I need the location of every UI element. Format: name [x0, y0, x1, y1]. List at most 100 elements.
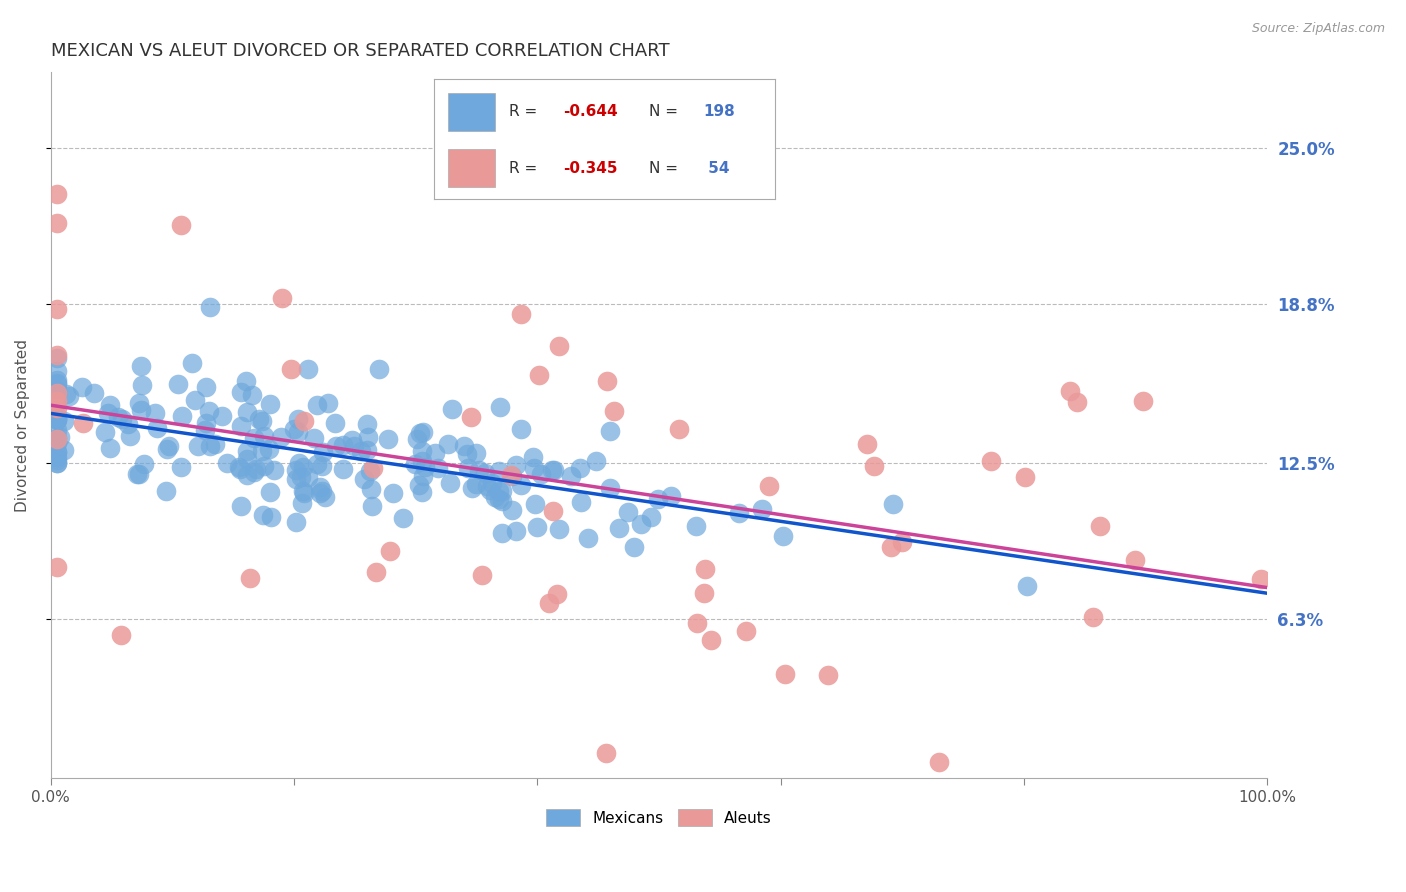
Point	[302, 431, 325, 445]
Point	[501, 469, 523, 483]
Point	[243, 431, 266, 445]
Point	[489, 401, 512, 415]
Point	[880, 540, 903, 554]
Point	[491, 494, 513, 508]
Point	[343, 439, 366, 453]
Point	[45, 216, 67, 230]
Point	[510, 478, 533, 492]
Point	[45, 364, 67, 378]
Point	[734, 624, 756, 638]
Point	[342, 433, 364, 447]
Point	[602, 404, 624, 418]
Point	[45, 394, 67, 409]
Point	[52, 442, 75, 457]
Point	[45, 351, 67, 365]
Point	[481, 475, 503, 490]
Point	[758, 479, 780, 493]
Point	[359, 464, 381, 478]
Point	[204, 437, 226, 451]
Point	[882, 497, 904, 511]
Point	[530, 467, 553, 482]
Point	[111, 411, 134, 425]
Point	[464, 446, 486, 460]
Point	[253, 429, 276, 443]
Point	[368, 362, 391, 376]
Point	[510, 422, 533, 436]
Point	[45, 377, 67, 392]
Point	[773, 667, 796, 681]
Point	[527, 368, 550, 383]
Point	[599, 424, 621, 438]
Point	[464, 477, 486, 491]
Point	[523, 461, 546, 475]
Point	[408, 478, 430, 492]
Point	[1123, 553, 1146, 567]
Point	[45, 413, 67, 427]
Point	[980, 453, 1002, 467]
Point	[457, 460, 479, 475]
Point	[236, 452, 259, 467]
Point	[252, 414, 274, 428]
Point	[1132, 393, 1154, 408]
Point	[491, 483, 513, 498]
Point	[547, 338, 569, 352]
Point	[229, 418, 252, 433]
Point	[406, 432, 429, 446]
Point	[1059, 384, 1081, 398]
Point	[239, 571, 262, 585]
Point	[366, 565, 388, 579]
Point	[45, 383, 67, 397]
Point	[72, 380, 94, 394]
Point	[863, 458, 886, 473]
Point	[45, 187, 67, 202]
Point	[250, 443, 273, 458]
Point	[441, 402, 464, 417]
Point	[229, 384, 252, 399]
Point	[288, 456, 311, 470]
Point	[309, 480, 332, 494]
Point	[411, 485, 433, 500]
Point	[45, 456, 67, 470]
Point	[350, 443, 373, 458]
Point	[332, 462, 354, 476]
Point	[467, 462, 489, 476]
Point	[198, 404, 221, 418]
Point	[45, 444, 67, 458]
Point	[45, 385, 67, 400]
Point	[45, 387, 67, 401]
Point	[52, 414, 75, 428]
Point	[523, 497, 546, 511]
Point	[45, 456, 67, 470]
Point	[640, 510, 662, 524]
Point	[685, 518, 707, 533]
Point	[439, 476, 461, 491]
Point	[290, 469, 312, 483]
Text: MEXICAN VS ALEUT DIVORCED OR SEPARATED CORRELATION CHART: MEXICAN VS ALEUT DIVORCED OR SEPARATED C…	[51, 42, 669, 60]
Point	[484, 490, 506, 504]
Point	[231, 500, 253, 514]
Point	[356, 442, 378, 457]
Point	[309, 485, 332, 500]
Point	[647, 491, 669, 506]
Point	[361, 461, 384, 475]
Point	[128, 467, 150, 482]
Point	[291, 459, 314, 474]
Point	[287, 412, 309, 426]
Point	[259, 510, 281, 524]
Point	[110, 628, 132, 642]
Text: Source: ZipAtlas.com: Source: ZipAtlas.com	[1251, 22, 1385, 36]
Point	[181, 356, 204, 370]
Point	[48, 430, 70, 444]
Point	[543, 463, 565, 477]
Point	[576, 531, 599, 545]
Point	[1250, 572, 1272, 586]
Point	[356, 417, 378, 431]
Point	[259, 397, 281, 411]
Point	[357, 430, 380, 444]
Point	[291, 496, 314, 510]
Point	[247, 412, 270, 426]
Point	[259, 485, 281, 500]
Point	[125, 467, 148, 481]
Point	[270, 430, 292, 444]
Point	[526, 520, 548, 534]
